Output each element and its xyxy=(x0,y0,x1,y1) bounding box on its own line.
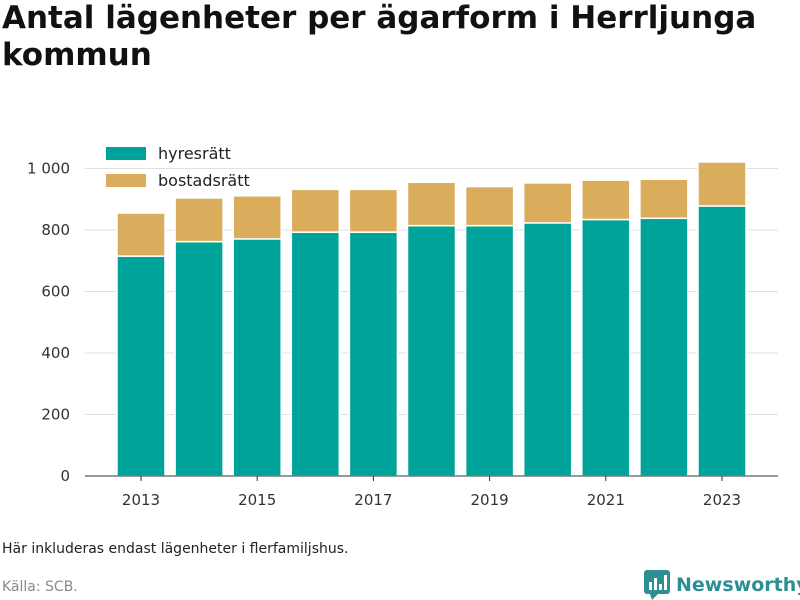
newsworthy-logo-icon xyxy=(644,570,670,600)
source-note: Källa: SCB. xyxy=(2,579,78,595)
x-axis xyxy=(85,475,778,481)
bar-hyresrätt-2020 xyxy=(522,222,573,477)
y-tick-label: 400 xyxy=(41,344,70,362)
bars xyxy=(116,161,747,477)
x-tick-label: 2017 xyxy=(354,491,392,509)
legend-swatch-hyresrätt xyxy=(106,147,146,160)
bar-hyresrätt-2021 xyxy=(581,218,631,477)
bar-hyresrätt-2019 xyxy=(464,224,515,477)
bar-bostadsrätt-2021 xyxy=(581,179,631,221)
y-tick-label: 600 xyxy=(41,282,70,300)
bar-bostadsrätt-2015 xyxy=(232,195,282,240)
bar-hyresrätt-2023 xyxy=(697,205,747,477)
bar-bostadsrätt-2013 xyxy=(116,212,166,257)
y-tick-label: 1 000 xyxy=(27,159,70,177)
x-tick-label: 2015 xyxy=(238,491,276,509)
legend-swatch-bostadsrätt xyxy=(106,174,146,187)
footnote: Här inkluderas endast lägenheter i flerf… xyxy=(2,541,349,557)
bar-bostadsrätt-2023 xyxy=(697,161,747,207)
bar-hyresrätt-2013 xyxy=(116,255,166,477)
y-tick-label: 200 xyxy=(41,405,70,423)
chart-title: Antal lägenheter per ägarform i Herrljun… xyxy=(2,0,757,73)
bar-bostadsrätt-2022 xyxy=(639,178,689,220)
newsworthy-brand: Newsworthy xyxy=(644,570,800,600)
bar-hyresrätt-2022 xyxy=(639,217,689,477)
bar-hyresrätt-2014 xyxy=(174,240,224,477)
y-tick-labels: 0 200 400 600 800 1 000 xyxy=(27,159,70,485)
bar-bostadsrätt-2018 xyxy=(406,181,457,227)
bar-bostadsrätt-2014 xyxy=(174,197,224,243)
bar-bostadsrätt-2020 xyxy=(522,182,573,224)
bar-hyresrätt-2018 xyxy=(406,224,457,477)
y-tick-label: 800 xyxy=(41,221,70,239)
x-tick-label: 2021 xyxy=(587,491,625,509)
x-tick-label: 2023 xyxy=(703,491,741,509)
legend: hyresrätt bostadsrätt xyxy=(106,144,250,190)
x-tick-labels: 2013 2015 2017 2019 2021 2023 xyxy=(122,491,741,509)
x-tick-label: 2019 xyxy=(471,491,509,509)
legend-label-hyresrätt: hyresrätt xyxy=(158,144,231,163)
y-tick-label: 0 xyxy=(60,467,70,485)
bar-bostadsrätt-2019 xyxy=(464,185,515,227)
bar-bostadsrätt-2016 xyxy=(290,188,341,233)
bar-hyresrätt-2015 xyxy=(232,238,282,477)
legend-label-bostadsrätt: bostadsrätt xyxy=(158,171,250,190)
bar-bostadsrätt-2017 xyxy=(348,188,399,233)
x-tick-label: 2013 xyxy=(122,491,160,509)
bar-hyresrätt-2017 xyxy=(348,231,399,477)
brand-name: Newsworthy xyxy=(676,574,800,596)
bar-hyresrätt-2016 xyxy=(290,231,341,477)
